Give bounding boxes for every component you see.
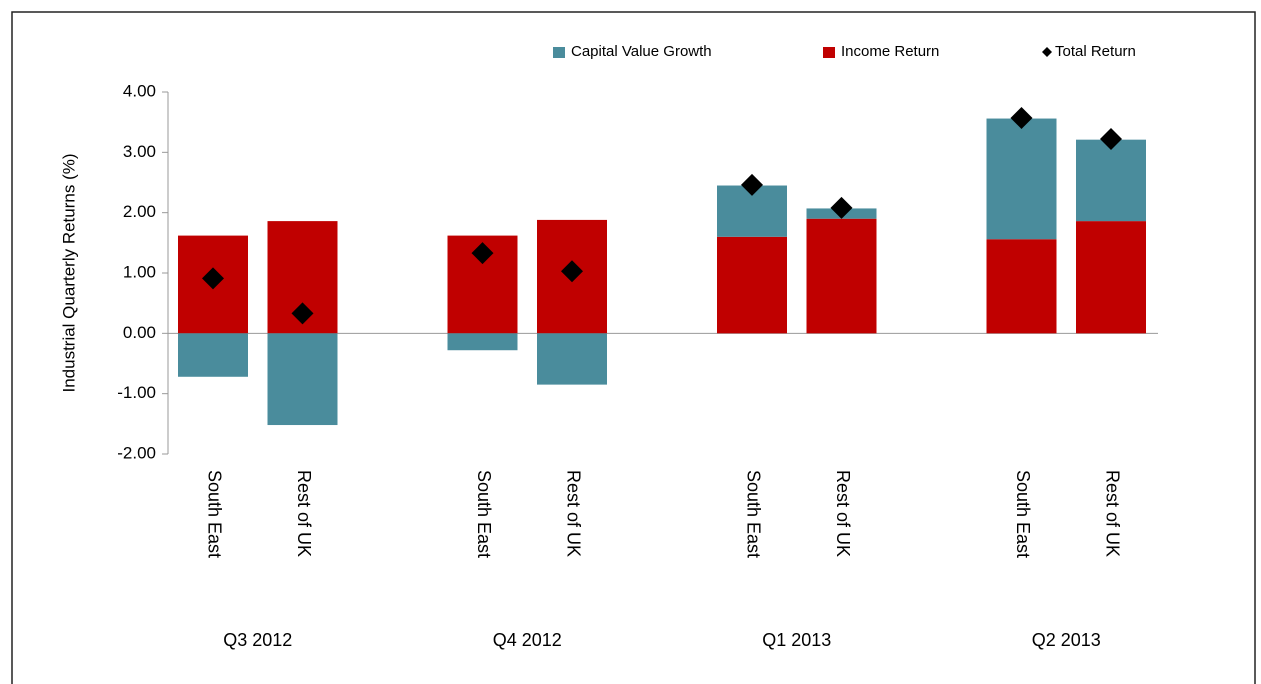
bar bbox=[806, 218, 877, 334]
y-tick-label: -1.00 bbox=[117, 383, 156, 402]
legend-label: Capital Value Growth bbox=[571, 43, 712, 60]
total-marker bbox=[1100, 128, 1122, 151]
y-axis-title: Industrial Quarterly Returns (%) bbox=[59, 153, 78, 392]
bar bbox=[717, 236, 787, 334]
x-tick-label: Rest of UK bbox=[294, 470, 314, 557]
bar bbox=[537, 333, 607, 385]
total-marker bbox=[741, 173, 763, 196]
x-tick-label: South East bbox=[1013, 470, 1033, 558]
legend-marker bbox=[1042, 47, 1052, 57]
y-tick-label: 0.00 bbox=[123, 323, 156, 342]
bar bbox=[1076, 139, 1146, 222]
frame bbox=[11, 11, 1256, 684]
total-marker bbox=[1010, 106, 1033, 129]
x-tick-label: South East bbox=[474, 470, 494, 558]
bar bbox=[1076, 221, 1146, 334]
legend-swatch bbox=[553, 47, 565, 58]
x-tick-label: South East bbox=[204, 470, 224, 558]
group-label: Q3 2012 bbox=[223, 630, 292, 650]
legend-label: Income Return bbox=[841, 43, 939, 60]
group-label: Q2 2013 bbox=[1032, 630, 1101, 650]
x-tick-label: Rest of UK bbox=[1102, 470, 1122, 557]
y-tick-label: 2.00 bbox=[123, 202, 156, 221]
x-tick-label: Rest of UK bbox=[563, 470, 583, 557]
legend-swatch bbox=[823, 47, 835, 58]
y-tick-label: 3.00 bbox=[123, 142, 156, 161]
x-tick-label: South East bbox=[743, 470, 763, 558]
total-marker bbox=[471, 242, 494, 265]
total-marker bbox=[561, 260, 583, 283]
group-label: Q4 2012 bbox=[493, 630, 562, 650]
x-tick-label: Rest of UK bbox=[833, 470, 853, 557]
bar bbox=[267, 333, 338, 426]
total-marker bbox=[830, 196, 853, 219]
legend-label: Total Return bbox=[1055, 43, 1136, 60]
total-marker bbox=[202, 267, 224, 290]
y-tick-label: 1.00 bbox=[123, 262, 156, 281]
bar bbox=[986, 118, 1057, 240]
bar bbox=[447, 333, 518, 351]
bar bbox=[178, 333, 248, 377]
y-tick-label: 4.00 bbox=[123, 81, 156, 100]
bar bbox=[986, 239, 1057, 334]
y-tick-label: -2.00 bbox=[117, 443, 156, 462]
total-marker bbox=[291, 302, 314, 325]
group-label: Q1 2013 bbox=[762, 630, 831, 650]
